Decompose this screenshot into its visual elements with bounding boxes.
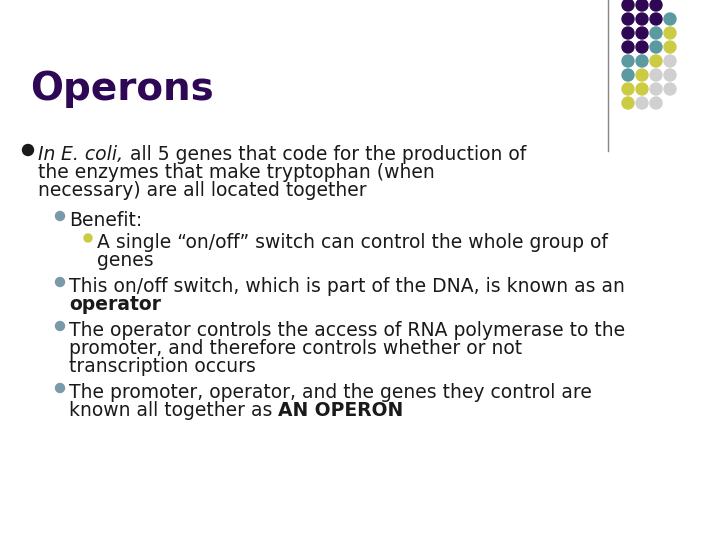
Text: In: In: [38, 145, 61, 164]
Circle shape: [650, 69, 662, 81]
Circle shape: [650, 97, 662, 109]
Text: Benefit:: Benefit:: [69, 211, 143, 230]
Circle shape: [636, 13, 648, 25]
Text: Operons: Operons: [30, 70, 214, 108]
Circle shape: [622, 27, 634, 39]
Text: known all together as: known all together as: [69, 401, 279, 420]
Circle shape: [636, 41, 648, 53]
Text: all 5 genes that code for the production of: all 5 genes that code for the production…: [124, 145, 526, 164]
Circle shape: [622, 55, 634, 67]
Circle shape: [664, 41, 676, 53]
Circle shape: [55, 212, 65, 220]
Circle shape: [650, 83, 662, 95]
Circle shape: [22, 145, 34, 156]
Text: The promoter, operator, and the genes they control are: The promoter, operator, and the genes th…: [69, 383, 592, 402]
Circle shape: [636, 97, 648, 109]
Circle shape: [664, 27, 676, 39]
Circle shape: [622, 41, 634, 53]
Circle shape: [650, 0, 662, 11]
Text: A single “on/off” switch can control the whole group of: A single “on/off” switch can control the…: [97, 233, 608, 252]
Text: necessary) are all located together: necessary) are all located together: [38, 181, 366, 200]
Circle shape: [664, 13, 676, 25]
Circle shape: [664, 69, 676, 81]
Text: genes: genes: [97, 251, 153, 270]
Circle shape: [664, 83, 676, 95]
Circle shape: [622, 97, 634, 109]
Circle shape: [664, 55, 676, 67]
Circle shape: [622, 69, 634, 81]
Circle shape: [636, 0, 648, 11]
Circle shape: [636, 55, 648, 67]
Circle shape: [622, 13, 634, 25]
Circle shape: [622, 83, 634, 95]
Circle shape: [650, 41, 662, 53]
Circle shape: [55, 383, 65, 393]
Circle shape: [622, 0, 634, 11]
Circle shape: [636, 69, 648, 81]
Circle shape: [84, 234, 92, 242]
Circle shape: [636, 83, 648, 95]
Text: operator: operator: [69, 295, 161, 314]
Text: The operator controls the access of RNA polymerase to the: The operator controls the access of RNA …: [69, 321, 625, 340]
Text: the enzymes that make tryptophan (when: the enzymes that make tryptophan (when: [38, 163, 435, 182]
Text: promoter, and therefore controls whether or not: promoter, and therefore controls whether…: [69, 339, 522, 358]
Circle shape: [55, 278, 65, 287]
Text: E. coli,: E. coli,: [61, 145, 124, 164]
Text: This on/off switch, which is part of the DNA, is known as an: This on/off switch, which is part of the…: [69, 277, 625, 296]
Text: AN OPERON: AN OPERON: [279, 401, 404, 420]
Circle shape: [650, 13, 662, 25]
Circle shape: [636, 27, 648, 39]
Circle shape: [650, 27, 662, 39]
Text: transcription occurs: transcription occurs: [69, 357, 256, 376]
Circle shape: [650, 55, 662, 67]
Circle shape: [55, 321, 65, 330]
